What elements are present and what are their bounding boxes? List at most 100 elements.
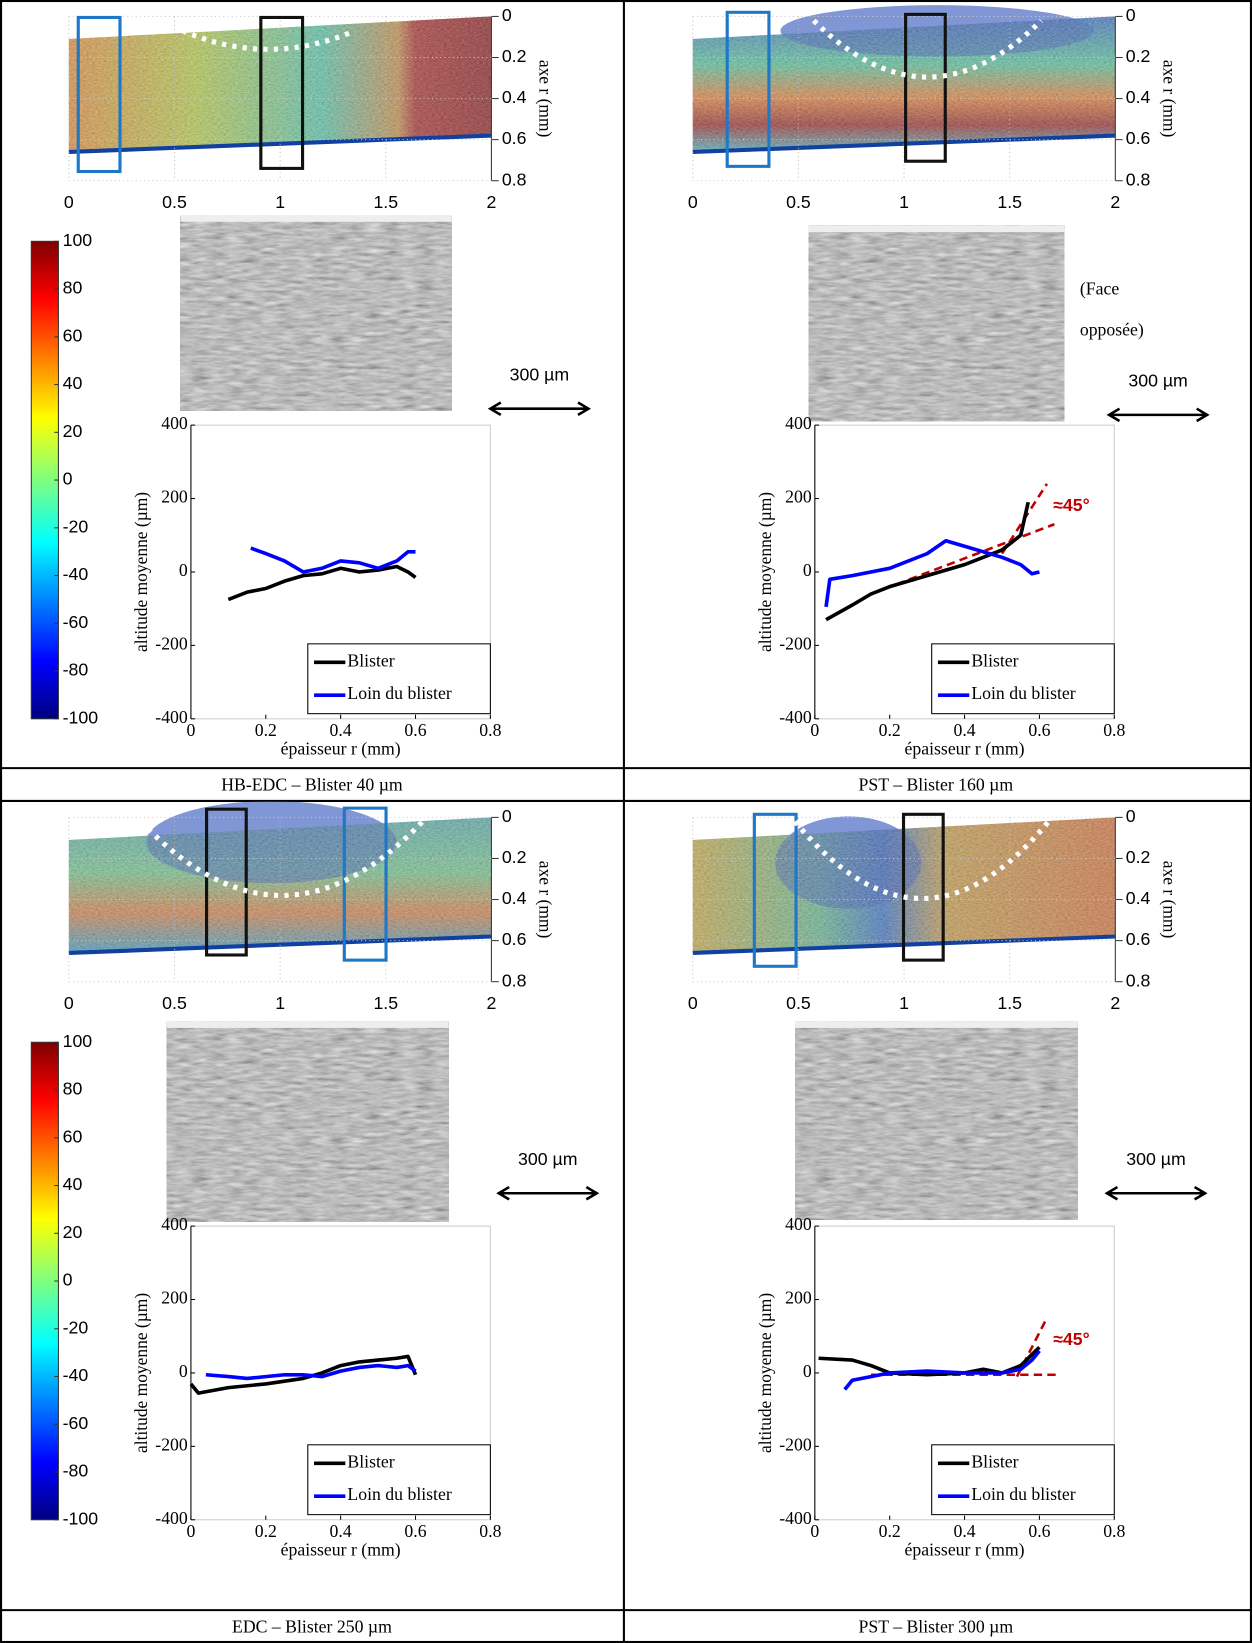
colorbar — [30, 1041, 59, 1521]
colorbar-tick-label: 60 — [63, 326, 83, 346]
map-x-tick-label: 0 — [688, 192, 698, 212]
panel: HB-EDC – Blister 40 µm0 0.5 1 1.5 200.20.40.… — [30, 5, 591, 795]
colorbar — [30, 240, 59, 720]
y-tick-label: 0 — [179, 1361, 188, 1381]
y-tick-label: -200 — [155, 1434, 188, 1454]
colorbar-tick-label: -80 — [63, 660, 89, 680]
map-y-tick-label: 0.8 — [1126, 169, 1151, 189]
x-tick-label: 0.6 — [404, 1521, 426, 1541]
x-tick-label: 0 — [810, 720, 819, 740]
colorbar-tick-label: -100 — [63, 708, 99, 728]
x-axis-label: épaisseur r (mm) — [905, 1540, 1025, 1560]
y-tick-label: -400 — [155, 1508, 188, 1528]
colorbar-tick-label: -100 — [63, 1509, 99, 1529]
x-axis-label: épaisseur r (mm) — [281, 1540, 401, 1560]
series-line — [189, 1354, 418, 1395]
map-y-tick-label: 0 — [1126, 806, 1136, 826]
colorbar-tick-label: -60 — [63, 612, 89, 632]
region-box — [259, 15, 305, 170]
sem-image — [808, 225, 1065, 422]
caption: EDC – Blister 250 µm — [232, 1617, 392, 1637]
panel: PST – Blister 300 µm 0 0.5 1 1.5 2 0 0.2 0.4 0.6 0… — [688, 806, 1208, 1637]
map-y-tick-label: 0 — [502, 806, 512, 826]
colorbar-tick-label: 20 — [63, 421, 83, 441]
x-tick-label: 0.2 — [879, 720, 901, 740]
sem-image-edge — [166, 1021, 449, 1028]
caption: HB-EDC – Blister 40 µm — [221, 775, 403, 795]
map-x-tick-label: 1 — [899, 192, 909, 212]
y-tick-label: 200 — [161, 487, 188, 507]
series-line — [825, 501, 1030, 622]
legend-label: Blister — [971, 1451, 1018, 1471]
y-axis-label: altitude moyenne (µm) — [755, 492, 775, 652]
colorbar-tick-label: -20 — [63, 1318, 89, 1338]
scale-bar-arrow — [1106, 407, 1210, 423]
sem-image-edge — [795, 1021, 1078, 1028]
region-box — [904, 12, 947, 163]
y-tick-label: 200 — [785, 487, 812, 507]
x-tick-label: 0.6 — [1028, 1521, 1050, 1541]
map-y-tick-label: 0.4 — [502, 87, 527, 107]
x-tick-label: 0 — [186, 1521, 195, 1541]
map-x-tick-label: 0.5 — [786, 192, 811, 212]
series-line — [824, 538, 1040, 608]
colorbar-tick-label: 100 — [63, 1031, 93, 1051]
sem-image — [166, 1021, 449, 1222]
legend-label: Blister — [971, 650, 1018, 670]
legend-label: Blister — [347, 650, 394, 670]
y-tick-label: 0 — [179, 560, 188, 580]
panel: EDC – Blister 250 µm0 0.5 1 1.5 200.20.40.60… — [30, 800, 600, 1637]
x-tick-label: 0.4 — [953, 1521, 975, 1541]
map-y-tick-label: 0 — [1126, 5, 1136, 25]
map-y-axis-label: axe r (mm) — [1159, 60, 1179, 138]
series-line — [205, 1363, 417, 1381]
x-tick-label: 0.6 — [404, 720, 426, 740]
region-box — [76, 15, 122, 174]
legend-label: Loin du blister — [971, 1484, 1075, 1504]
map-y-tick-label: 0.6 — [1126, 929, 1151, 949]
y-tick-label: -400 — [779, 707, 812, 727]
colorbar-tick-label: -40 — [63, 564, 89, 584]
x-tick-label: 0 — [186, 720, 195, 740]
x-tick-label: 0.8 — [1103, 720, 1125, 740]
map-x-tick-label: 1.5 — [997, 993, 1022, 1013]
x-tick-label: 0.2 — [879, 1521, 901, 1541]
colorbar-tick-label: 0 — [63, 469, 73, 489]
map-y-tick-label: 0 — [502, 5, 512, 25]
y-tick-label: -200 — [779, 1434, 812, 1454]
map-x-tick-label: 2 — [1110, 993, 1120, 1013]
region-box — [901, 812, 945, 962]
colorbar-tick-label: 80 — [63, 278, 83, 298]
legend-label: Blister — [347, 1451, 394, 1471]
y-axis-label: altitude moyenne (µm) — [755, 1293, 775, 1453]
y-tick-label: 400 — [161, 413, 188, 433]
y-tick-label: 200 — [785, 1288, 812, 1308]
y-tick-label: -400 — [155, 707, 188, 727]
scale-bar-arrow — [496, 1185, 600, 1201]
note: opposée) — [1080, 320, 1144, 340]
sem-image-edge — [180, 215, 452, 222]
map-x-tick-label: 0.5 — [162, 993, 187, 1013]
map-y-tick-label: 0.6 — [502, 128, 527, 148]
colorbar-tick-label: 60 — [63, 1127, 83, 1147]
x-tick-label: 0.2 — [255, 720, 277, 740]
map-x-tick-label: 2 — [486, 192, 496, 212]
x-tick-label: 0.8 — [479, 720, 501, 740]
y-axis-label: altitude moyenne (µm) — [131, 492, 151, 652]
y-tick-label: 0 — [803, 1361, 812, 1381]
map-y-axis-label: axe r (mm) — [535, 60, 555, 138]
colorbar-tick-label: 20 — [63, 1222, 83, 1242]
x-tick-label: 0.8 — [479, 1521, 501, 1541]
colorbar-tick-label: 100 — [63, 230, 93, 250]
series-line — [250, 546, 416, 574]
x-axis-label: épaisseur r (mm) — [905, 739, 1025, 759]
x-tick-label: 0.4 — [330, 720, 352, 740]
series-line — [843, 1349, 1041, 1391]
blister-outline — [181, 28, 356, 52]
map-x-tick-label: 2 — [486, 993, 496, 1013]
map-y-tick-label: 0.6 — [502, 929, 527, 949]
legend-label: Loin du blister — [347, 1484, 451, 1504]
panel: PST – Blister 160 µm 0 0.5 1 1.5 2 0 0.2 0.4 0.6 0… — [688, 5, 1210, 795]
y-tick-label: 400 — [785, 1214, 812, 1234]
